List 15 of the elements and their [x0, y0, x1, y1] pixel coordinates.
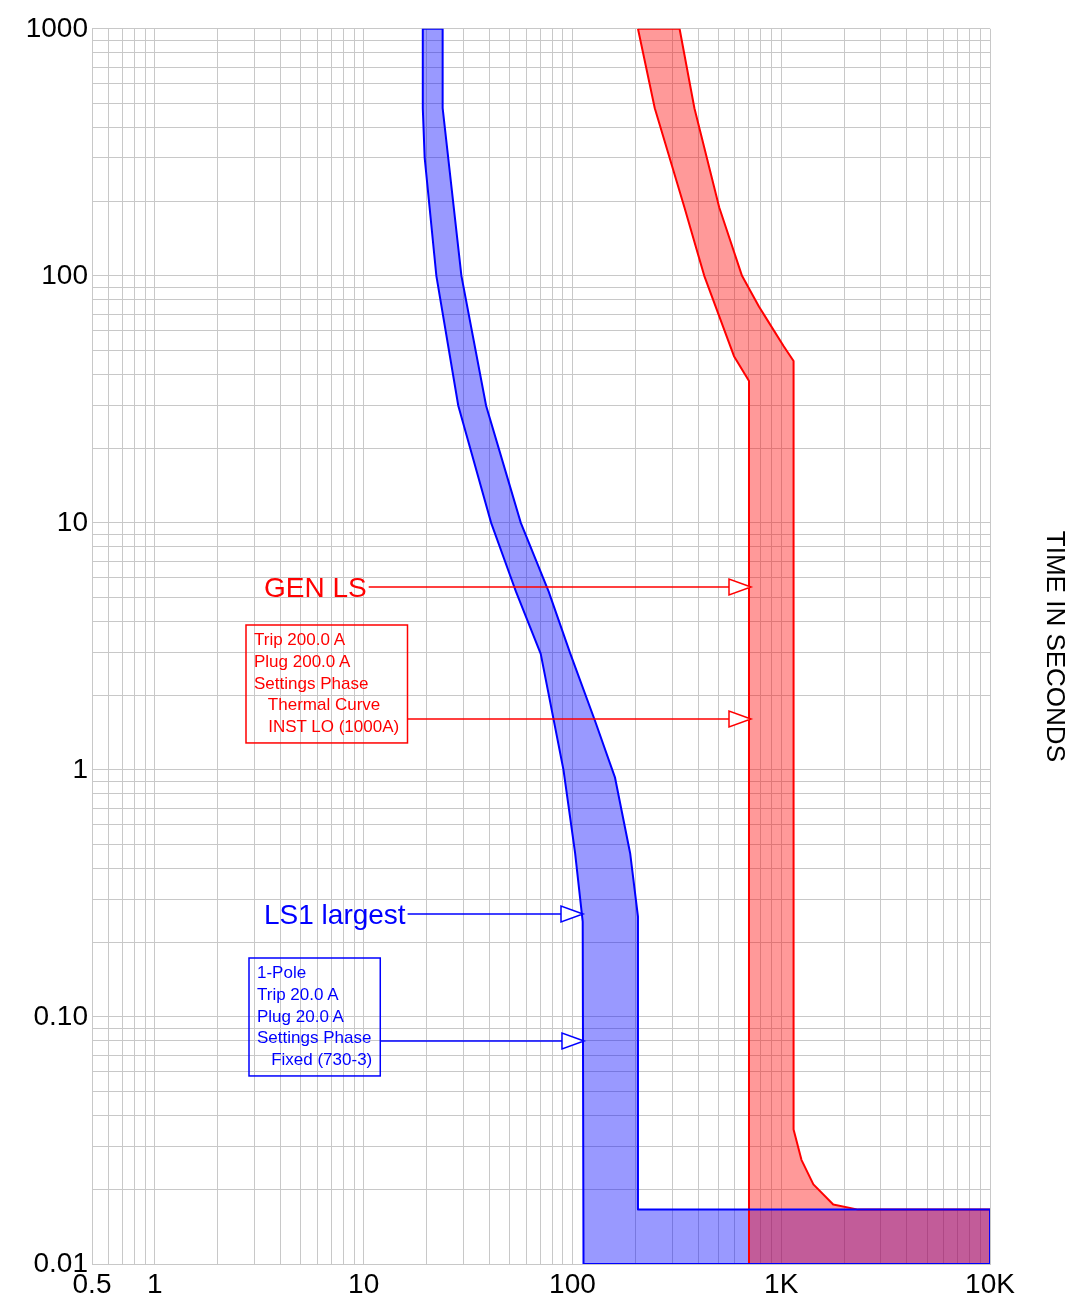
annotation: 1-Pole Trip 20.0 A Plug 20.0 A Settings Phase Fixed (730-3) [257, 963, 373, 1069]
y-axis-title: TIME IN SECONDS [1040, 530, 1071, 762]
y-tick-label: 10 [56, 505, 88, 537]
x-tick-label: 1 [147, 1267, 163, 1299]
annotation: Trip 200.0 A Plug 200.0 A Settings Phase Thermal Curve INST LO (1000A) [254, 630, 400, 736]
x-tick-label: 1K [764, 1267, 799, 1299]
y-tick-label: 1 [72, 752, 88, 784]
x-tick-label: 10K [965, 1267, 1016, 1299]
annotation: LS1 largest [264, 898, 406, 930]
y-tick-label: 100 [41, 258, 88, 290]
y-tick-label: 0.10 [33, 999, 88, 1031]
x-tick-label: 100 [549, 1267, 596, 1299]
x-tick-label: 10 [348, 1267, 380, 1299]
y-tick-label: 1000 [25, 11, 88, 43]
annotation: GEN LS [264, 571, 367, 603]
